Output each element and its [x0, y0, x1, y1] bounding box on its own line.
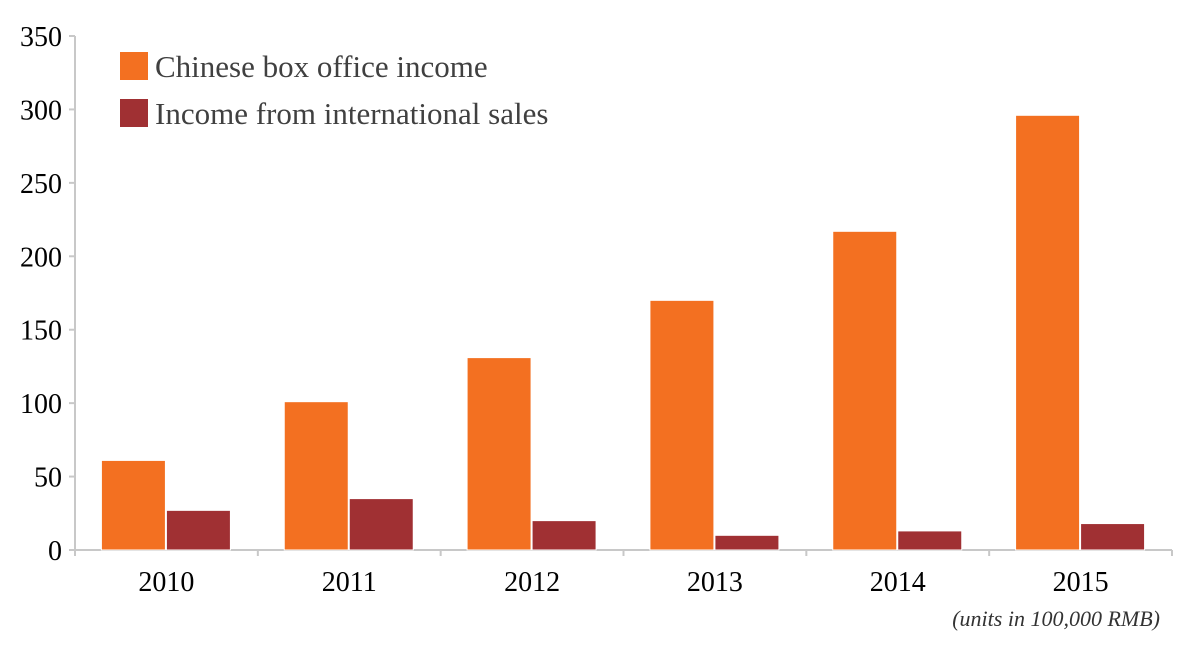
bar-box-office-2015: [1015, 114, 1081, 551]
legend-swatch: [120, 52, 148, 80]
y-tick-label: 100: [20, 389, 62, 420]
legend-label: Income from international sales: [155, 96, 548, 131]
x-tick-label: 2010: [138, 567, 194, 598]
y-tick-label: 150: [20, 316, 62, 347]
legend: Chinese box office income Income from int…: [120, 49, 548, 131]
x-tick-label: 2015: [1053, 567, 1109, 598]
y-tick-label: 300: [20, 95, 62, 126]
bar-box-office-2011: [283, 401, 349, 551]
x-tick-label: 2011: [322, 567, 377, 598]
y-axis: 0 50 100 150 200 250 300 350: [20, 22, 76, 567]
bar-international-2014: [897, 530, 963, 551]
bar-international-2012: [531, 520, 597, 551]
y-tick-label: 50: [34, 463, 62, 494]
y-tick-label: 350: [20, 22, 62, 53]
x-tick-label: 2012: [504, 567, 560, 598]
bars: [100, 114, 1146, 551]
y-tick-label: 0: [48, 536, 62, 567]
legend-label: Chinese box office income: [155, 49, 488, 84]
bar-international-2015: [1080, 523, 1146, 551]
bar-box-office-2013: [649, 299, 715, 551]
bar-box-office-2014: [832, 230, 898, 551]
x-tick-label: 2014: [870, 567, 926, 598]
bar-box-office-2012: [466, 357, 532, 551]
y-tick-label: 200: [20, 242, 62, 273]
x-tick-label: 2013: [687, 567, 743, 598]
bar-international-2013: [714, 534, 780, 551]
legend-swatch: [120, 99, 148, 127]
bar-international-2010: [165, 509, 231, 551]
units-note: (units in 100,000 RMB): [952, 606, 1160, 631]
bar-international-2011: [348, 498, 414, 551]
y-tick-label: 250: [20, 169, 62, 200]
x-axis: 2010 2011 2012 2013 2014 2015: [74, 549, 1173, 598]
bar-box-office-2010: [100, 459, 166, 551]
